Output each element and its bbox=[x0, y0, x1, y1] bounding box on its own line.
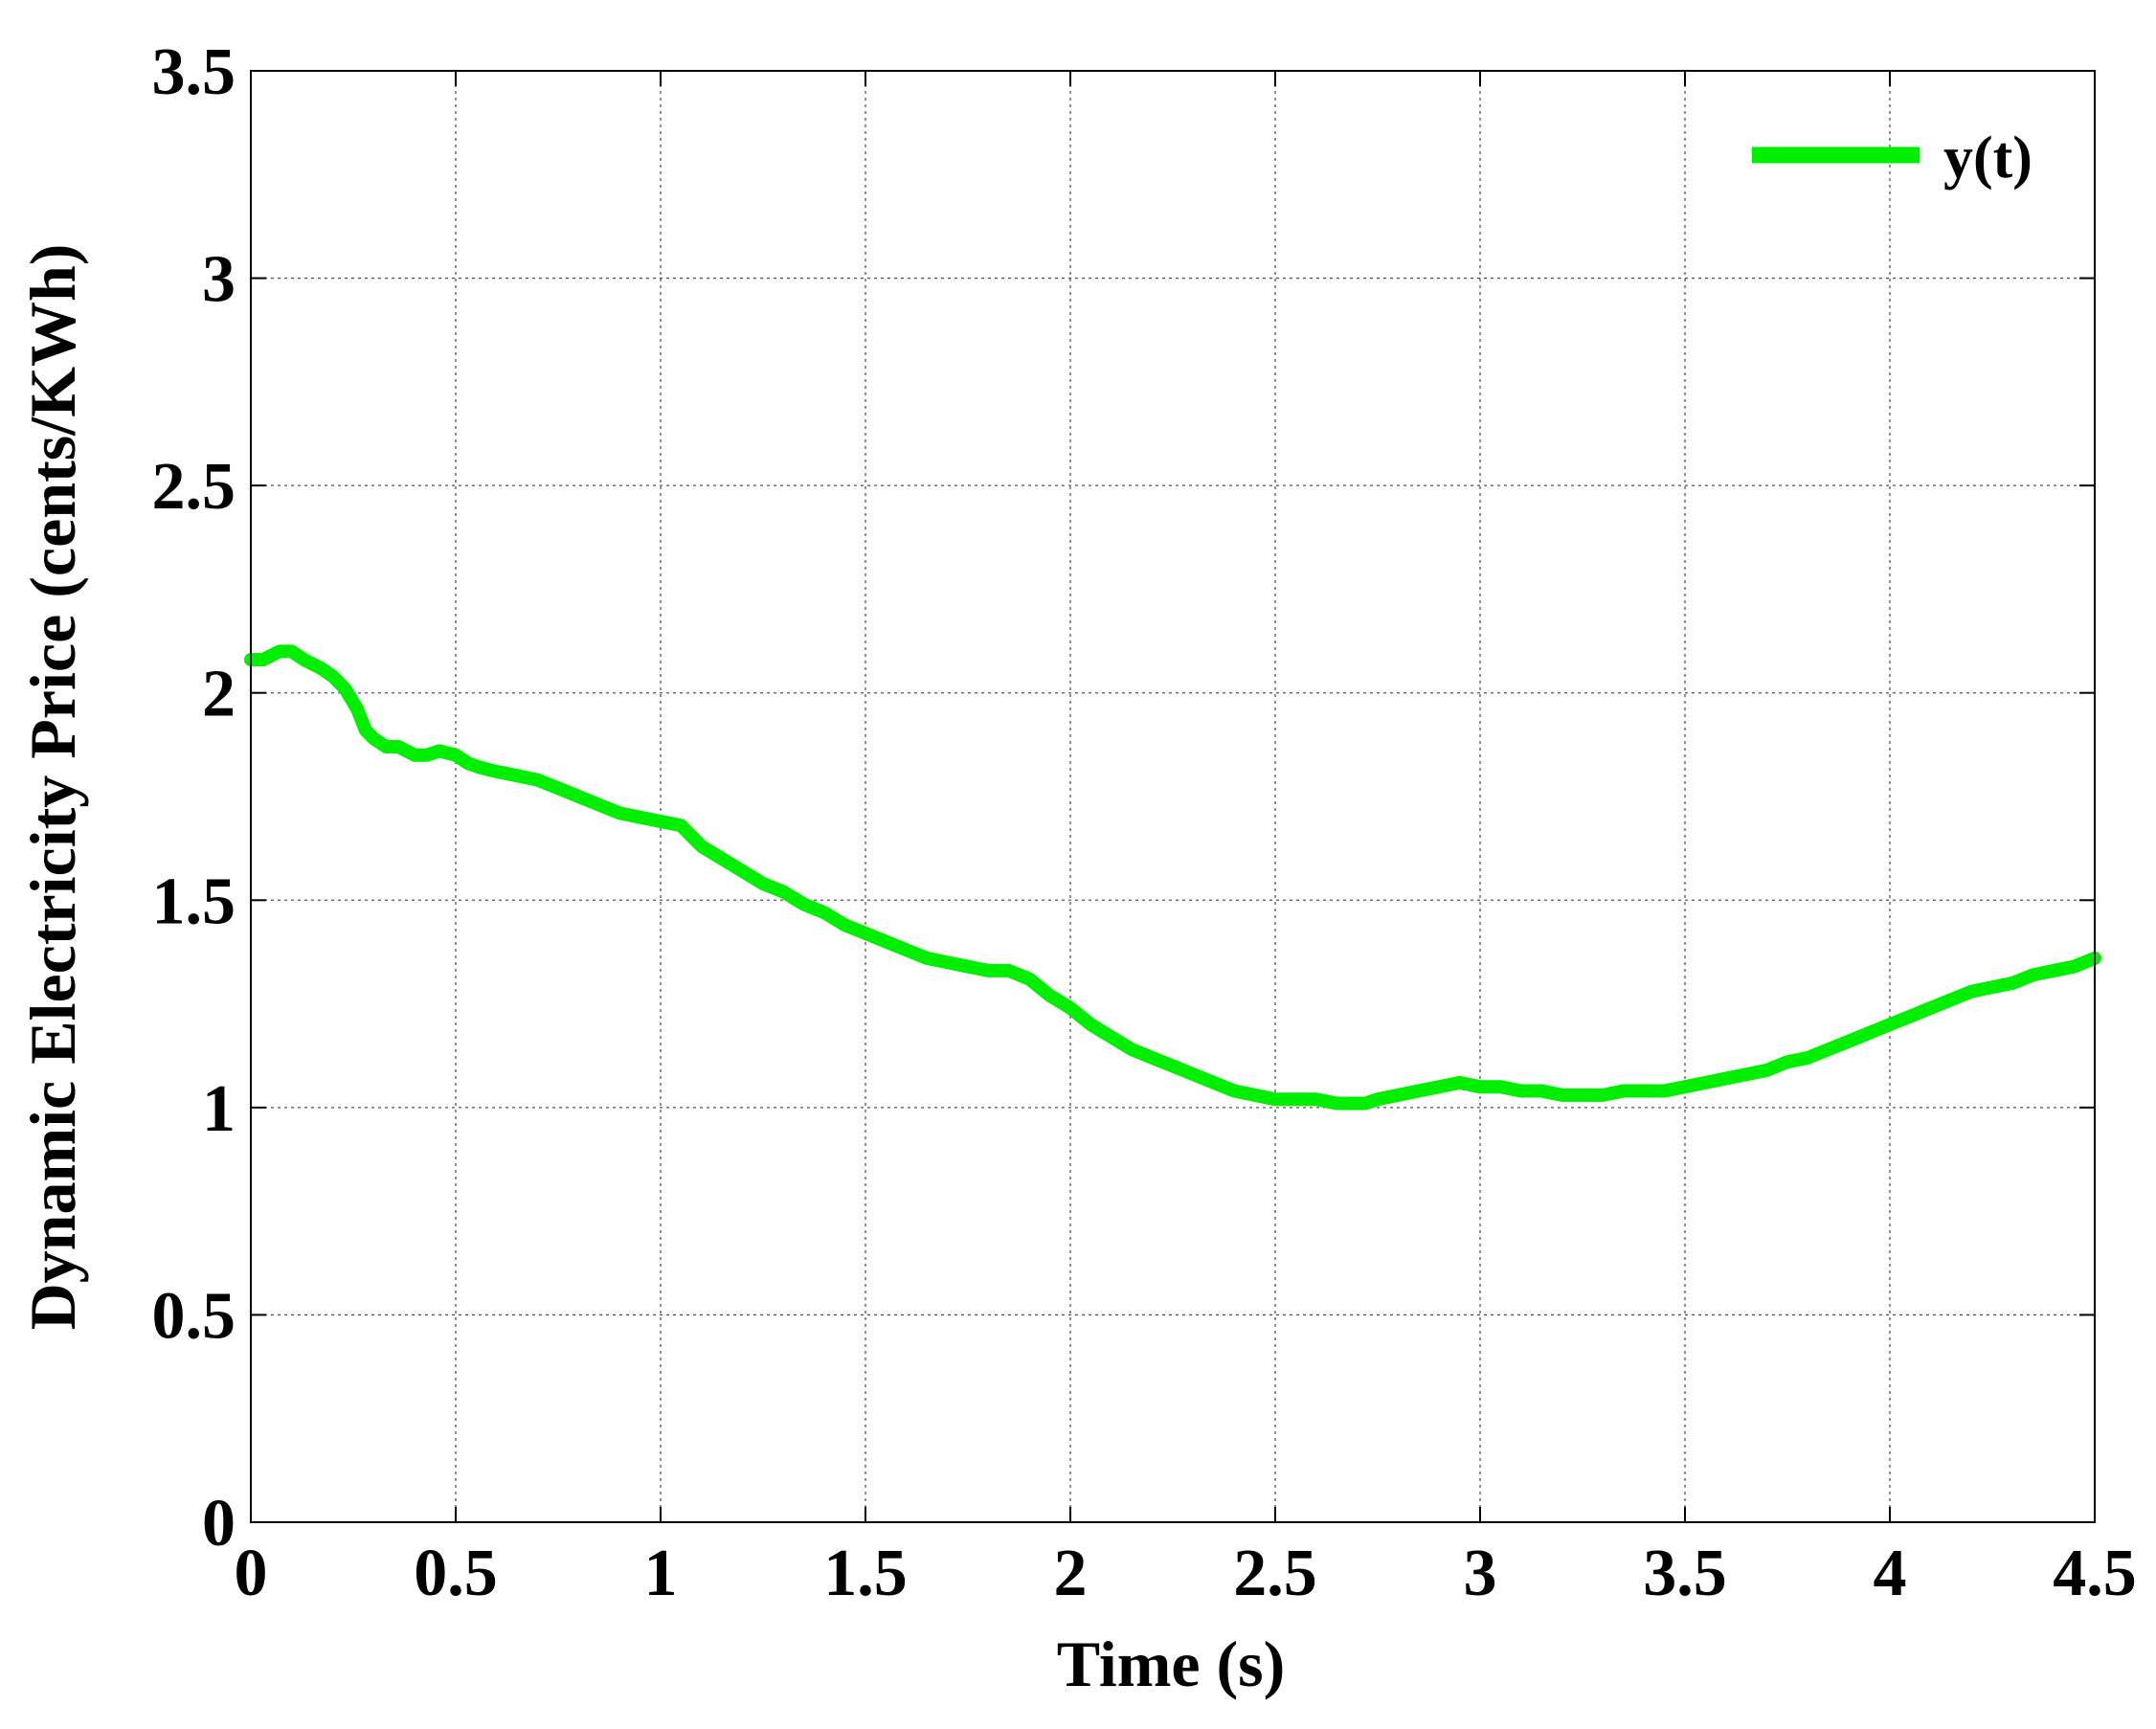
legend-label: y(t) bbox=[1943, 125, 2032, 191]
x-tick-label: 0.5 bbox=[414, 1537, 498, 1610]
plot-series bbox=[244, 644, 2101, 1111]
x-tick-label: 0 bbox=[235, 1537, 268, 1610]
grid bbox=[251, 71, 2095, 1522]
x-tick-label: 1 bbox=[644, 1537, 678, 1610]
series-line-y-t bbox=[244, 644, 2101, 1111]
plot-frame bbox=[250, 70, 2096, 1523]
legend: y(t) bbox=[1752, 125, 2032, 191]
axis-ticks bbox=[250, 70, 2096, 1523]
y-tick-label: 2 bbox=[202, 658, 236, 731]
tick-labels: 0 0.5 1 1.5 2 2.5 3 3.5 4 4.5 0 0.5 1 1.5 2 2.5 3 3.5 bbox=[152, 35, 2137, 1610]
x-tick-label: 3.5 bbox=[1643, 1537, 1727, 1610]
y-tick-label: 0 bbox=[202, 1487, 236, 1561]
y-tick-label: 2.5 bbox=[152, 450, 236, 524]
x-tick-label: 4.5 bbox=[2053, 1537, 2137, 1610]
x-tick-label: 2 bbox=[1054, 1537, 1088, 1610]
y-axis-title: Dynamic Electricity Price (cents/KWh) bbox=[16, 244, 89, 1331]
y-tick-label: 0.5 bbox=[152, 1279, 236, 1353]
x-axis-title: Time (s) bbox=[1057, 1628, 1286, 1700]
y-tick-label: 1 bbox=[202, 1072, 236, 1146]
x-tick-label: 3 bbox=[1464, 1537, 1497, 1610]
x-tick-label: 2.5 bbox=[1233, 1537, 1317, 1610]
x-tick-label: 1.5 bbox=[823, 1537, 908, 1610]
y-tick-label: 3 bbox=[202, 243, 236, 317]
y-tick-label: 3.5 bbox=[152, 35, 236, 109]
x-tick-label: 4 bbox=[1874, 1537, 1907, 1610]
y-tick-label: 1.5 bbox=[152, 864, 236, 938]
